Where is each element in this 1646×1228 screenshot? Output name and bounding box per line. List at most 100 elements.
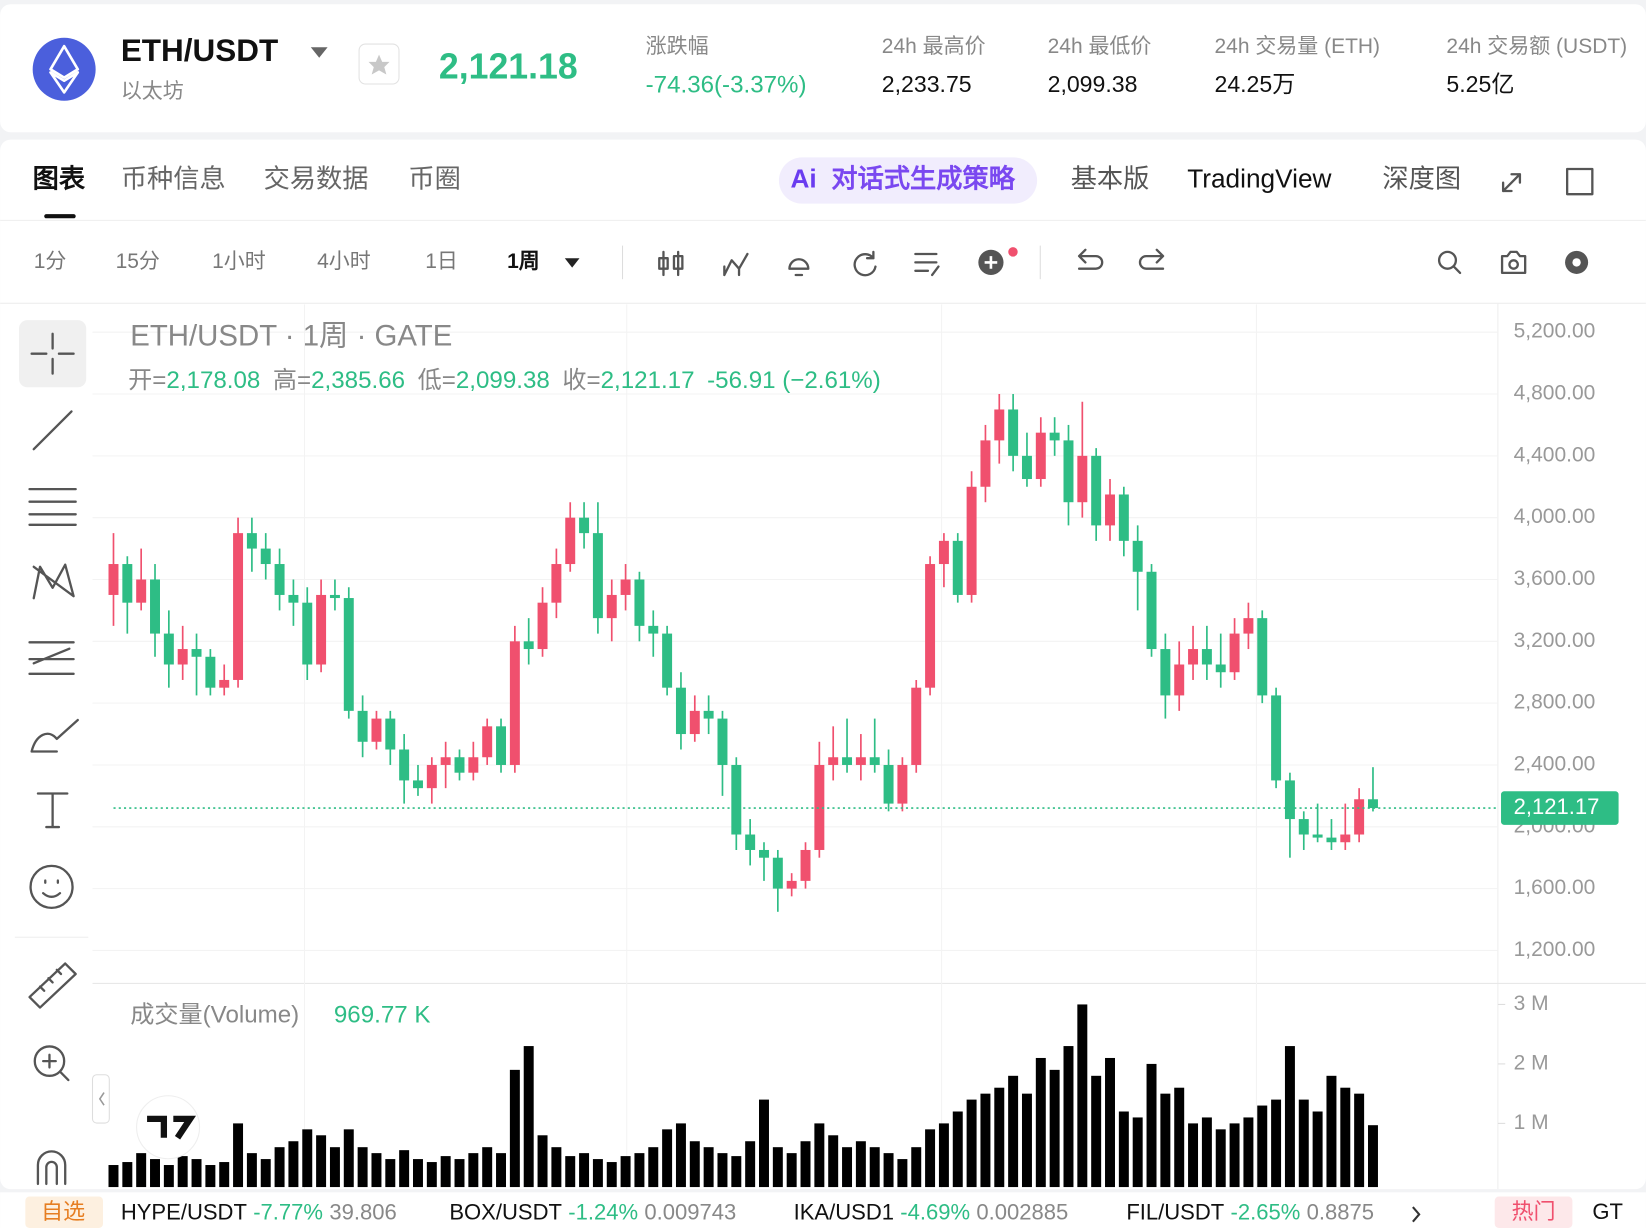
y-tick-label: 2,800.00 (1514, 691, 1596, 714)
tool-active (19, 320, 87, 388)
emoji-tool[interactable] (29, 864, 74, 910)
candle-body (606, 594, 617, 619)
interval[interactable]: 4小时 (317, 250, 371, 273)
volume-bar (1188, 1123, 1199, 1188)
volume-bar (759, 1099, 769, 1188)
volume-tick-label: 1 M (1514, 1111, 1549, 1134)
candle-body (1312, 834, 1323, 838)
stat-value: 24.25万 (1214, 71, 1295, 97)
volume-bar (800, 1141, 811, 1188)
legend-key: 高= (273, 367, 311, 394)
legend-value: 2,178.08 (166, 367, 260, 394)
undo-icon[interactable] (1077, 248, 1104, 270)
candle-body (966, 486, 977, 595)
candle-body (537, 602, 548, 650)
window-icon[interactable] (1565, 167, 1594, 196)
expand-icon[interactable] (1501, 173, 1522, 193)
interval[interactable]: 1小时 (212, 250, 266, 273)
candle-body (620, 579, 631, 595)
template-icon[interactable] (914, 252, 940, 277)
hot-tag[interactable] (1494, 1196, 1573, 1228)
candle-body (897, 764, 908, 804)
volume-bar (1257, 1105, 1268, 1188)
candle-body (1354, 799, 1365, 835)
redo-icon[interactable] (1138, 248, 1165, 270)
ticker-price: 39.806 (329, 1199, 396, 1224)
legend-change: -56.91 (−2.61%) (707, 367, 881, 394)
y-tick-label: 3,200.00 (1514, 629, 1596, 652)
collapse-button[interactable] (91, 1074, 110, 1124)
ai-pill[interactable] (778, 157, 1038, 204)
camera-icon[interactable] (1500, 250, 1527, 275)
ticker-item[interactable]: HYPE/USDT -7.77% 39.806 (121, 1199, 397, 1224)
volume-bar (371, 1153, 382, 1188)
interval[interactable]: 1日 (425, 250, 458, 273)
volume-bar (675, 1123, 686, 1188)
tab[interactable]: 币圈 (408, 163, 460, 193)
tab[interactable]: 交易数据 (264, 163, 369, 193)
refresh-icon[interactable] (853, 250, 877, 277)
indicator-icon[interactable] (723, 252, 749, 277)
last-price: 2,121.18 (439, 47, 578, 87)
candle-body (1049, 432, 1060, 441)
prediction-tool[interactable] (28, 641, 75, 675)
fib-tool[interactable] (28, 487, 77, 526)
search-icon[interactable] (1437, 250, 1458, 270)
brush-tool[interactable] (30, 718, 79, 753)
volume-bar (980, 1093, 991, 1188)
candle-body (316, 594, 327, 665)
candle-body (233, 533, 244, 680)
interval[interactable]: 15分 (116, 250, 160, 273)
candle-body (1326, 837, 1337, 843)
candle-body (648, 625, 659, 634)
ticker-item[interactable]: IKA/USD1 -4.69% 0.002885 (794, 1199, 1069, 1224)
ai-tab[interactable]: 对话式生成策略 (831, 163, 1015, 193)
volume-bar (496, 1153, 507, 1188)
volume-bar (136, 1153, 147, 1188)
watchlist-tag[interactable] (25, 1196, 103, 1228)
volume-bar (579, 1153, 590, 1188)
tab[interactable]: 币种信息 (121, 163, 226, 193)
pair-dropdown[interactable] (310, 47, 328, 58)
candle-body (1118, 494, 1129, 541)
candle-body (205, 656, 216, 688)
line-tool[interactable] (32, 410, 73, 451)
current-price-tag (1501, 791, 1619, 825)
text-tool[interactable] (36, 792, 69, 829)
candle-body (440, 757, 451, 765)
volume-bar (1367, 1125, 1378, 1188)
ruler-tool[interactable] (28, 962, 77, 1009)
alert-icon[interactable] (788, 258, 810, 277)
interval-dropdown[interactable] (564, 258, 580, 268)
interval[interactable]: 1周 (507, 250, 540, 273)
volume-bar (731, 1156, 742, 1188)
volume-bar (592, 1159, 603, 1188)
candle-body (1146, 571, 1157, 650)
settings-hole (1572, 258, 1581, 267)
tab[interactable]: 图表 (33, 163, 86, 193)
candle-body (1174, 664, 1185, 696)
magnet-tool[interactable] (36, 1150, 67, 1186)
interval[interactable]: 1分 (34, 250, 67, 273)
zoom-tool[interactable] (33, 1045, 66, 1077)
hot-label[interactable]: 热门 (1512, 1199, 1556, 1224)
watchlist-label[interactable]: 自选 (41, 1199, 85, 1224)
pattern-tool[interactable] (32, 563, 75, 600)
crosshair-tool[interactable] (30, 332, 75, 375)
tab[interactable]: 基本版 (1071, 163, 1150, 193)
ticker-change: -1.24% (568, 1199, 638, 1224)
candle-body (759, 849, 769, 858)
candle-body (219, 679, 230, 688)
candle-body (468, 757, 479, 773)
candle-body (1201, 649, 1212, 665)
change-value: -74.36(-3.37%) (646, 71, 807, 98)
ticker-next[interactable] (1412, 1206, 1421, 1223)
tab[interactable]: TradingView (1187, 163, 1331, 193)
candle-body (634, 579, 645, 626)
candle-icon[interactable] (658, 250, 684, 277)
ticker-item[interactable]: BOX/USDT -1.24% 0.009743 (449, 1199, 736, 1224)
volume-bar (1284, 1046, 1295, 1188)
tab[interactable]: 深度图 (1382, 163, 1461, 193)
ticker-item[interactable]: FIL/USDT -2.65% 0.8875 (1126, 1199, 1374, 1224)
